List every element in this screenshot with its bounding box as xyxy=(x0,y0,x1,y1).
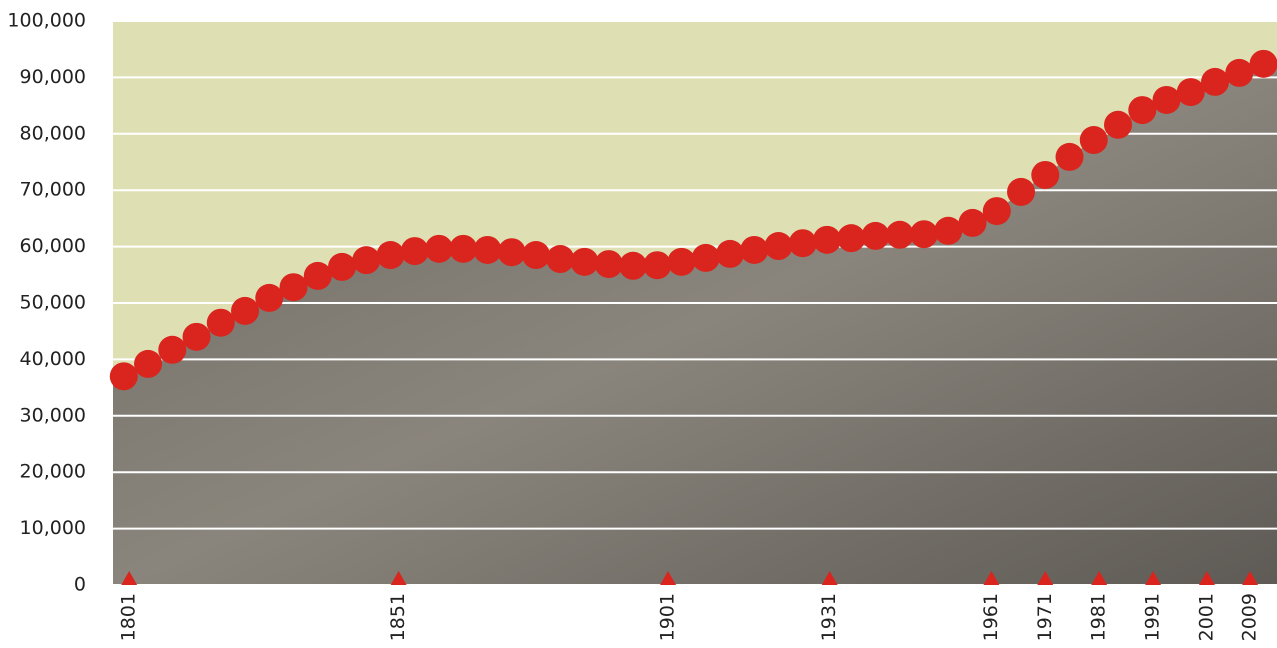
x-tick-marker xyxy=(983,571,1000,585)
x-tick-marker xyxy=(1145,571,1162,585)
data-point xyxy=(1249,49,1277,78)
data-point xyxy=(1152,85,1181,114)
y-tick-label: 20,000 xyxy=(20,461,86,483)
y-tick-label: 0 xyxy=(74,574,86,596)
y-tick-label: 30,000 xyxy=(20,404,86,426)
x-tick-marker xyxy=(121,571,138,585)
data-point xyxy=(861,221,890,250)
x-tick-label: 2009 xyxy=(1239,593,1261,641)
data-point xyxy=(449,234,478,263)
x-tick-label: 1961 xyxy=(980,593,1002,641)
data-point xyxy=(109,362,138,391)
x-tick-label: 1971 xyxy=(1034,593,1056,641)
data-point xyxy=(885,220,914,249)
x-tick-label: 1801 xyxy=(118,593,140,641)
data-point xyxy=(473,235,502,264)
data-point xyxy=(1104,110,1133,139)
data-point xyxy=(352,246,381,275)
y-tick-label: 100,000 xyxy=(7,10,86,32)
x-tick-marker xyxy=(660,571,677,585)
x-tick-label: 1931 xyxy=(818,593,840,641)
y-tick-label: 70,000 xyxy=(20,179,86,201)
data-point xyxy=(279,273,308,302)
data-point xyxy=(594,250,623,279)
data-point xyxy=(376,241,405,270)
y-tick-label: 60,000 xyxy=(20,235,86,257)
x-tick-marker xyxy=(821,571,838,585)
data-point xyxy=(1128,96,1157,125)
data-point xyxy=(691,243,720,272)
x-tick-marker xyxy=(1242,571,1259,585)
x-tick-marker xyxy=(390,571,407,585)
data-point xyxy=(206,308,235,337)
x-tick-marker xyxy=(1091,571,1108,585)
y-tick-label: 40,000 xyxy=(20,348,86,370)
data-point xyxy=(546,245,575,274)
data-point xyxy=(134,349,163,378)
x-tick-label: 1851 xyxy=(387,593,409,641)
data-point xyxy=(1225,58,1254,87)
y-tick-label: 80,000 xyxy=(20,122,86,144)
x-tick-label: 2001 xyxy=(1195,593,1217,641)
data-point xyxy=(497,238,526,267)
data-point xyxy=(934,216,963,245)
data-point xyxy=(425,234,454,263)
x-tick-label: 1981 xyxy=(1088,593,1110,641)
data-point xyxy=(667,247,696,276)
data-point xyxy=(958,208,987,237)
x-tick-marker xyxy=(1037,571,1054,585)
data-point xyxy=(643,251,672,280)
data-point xyxy=(1201,67,1230,96)
data-point xyxy=(740,235,769,264)
data-point xyxy=(1007,177,1036,206)
data-point xyxy=(158,335,187,364)
data-point xyxy=(788,229,817,258)
data-point xyxy=(1055,142,1084,171)
data-point xyxy=(1031,160,1060,189)
data-point xyxy=(255,283,284,312)
y-tick-label: 50,000 xyxy=(20,292,86,314)
photo-background xyxy=(113,63,1277,585)
x-tick-label: 1991 xyxy=(1142,593,1164,641)
data-point xyxy=(303,261,332,290)
data-point xyxy=(910,220,939,249)
y-tick-label: 10,000 xyxy=(20,517,86,539)
data-point xyxy=(522,241,551,270)
data-point xyxy=(813,225,842,254)
data-point xyxy=(982,197,1011,226)
data-point xyxy=(716,239,745,268)
x-tick-marker xyxy=(1198,571,1215,585)
x-tick-label: 1901 xyxy=(657,593,679,641)
data-point xyxy=(400,237,429,266)
data-point xyxy=(619,251,648,280)
data-point xyxy=(837,224,866,253)
data-point xyxy=(231,296,260,325)
data-point xyxy=(570,247,599,276)
data-point xyxy=(1176,78,1205,107)
data-point xyxy=(328,252,357,281)
data-point xyxy=(764,232,793,261)
data-point xyxy=(1079,126,1108,155)
data-point xyxy=(182,322,211,351)
y-tick-label: 90,000 xyxy=(20,66,86,88)
